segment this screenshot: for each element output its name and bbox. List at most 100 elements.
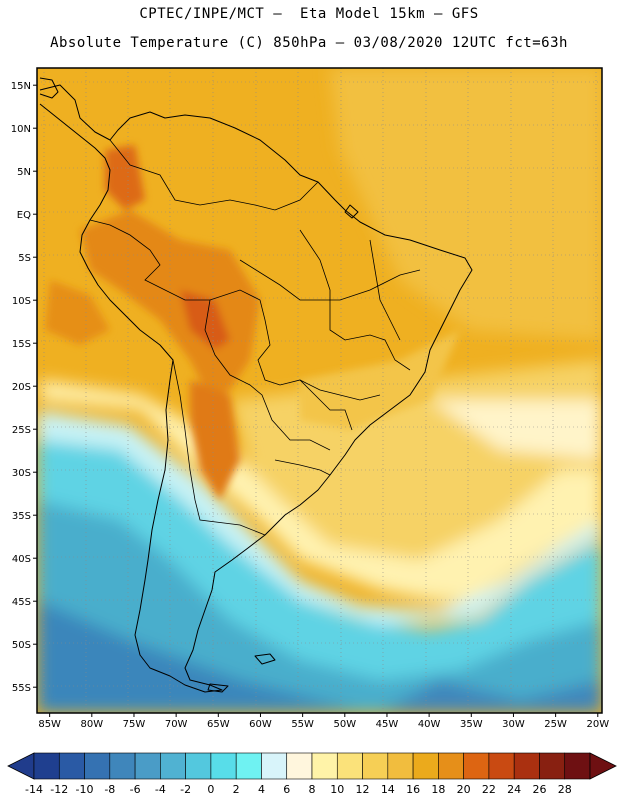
band-deep-blue-west bbox=[37, 600, 360, 713]
temperature-field bbox=[37, 68, 602, 713]
lat-tick-label: 10N bbox=[11, 124, 31, 135]
colorbar-label: 4 bbox=[258, 783, 265, 796]
warm-bolivia bbox=[180, 290, 230, 350]
lat-tick-label: 10S bbox=[12, 296, 31, 307]
lat-tick-label: 30S bbox=[12, 468, 31, 479]
band-deep-blue-east bbox=[380, 680, 602, 713]
colorbar-label: 16 bbox=[406, 783, 420, 796]
lat-tick-label: 50S bbox=[12, 640, 31, 651]
colorbar-swatch bbox=[362, 752, 389, 780]
colorbar-swatch bbox=[539, 752, 566, 780]
lon-tick-label: 40W bbox=[418, 719, 441, 730]
border-andes bbox=[172, 359, 266, 536]
colorbar-label: -8 bbox=[104, 783, 115, 796]
lat-tick-label: 5S bbox=[18, 253, 31, 264]
lon-tick-label: 55W bbox=[291, 719, 314, 730]
lon-tick-label: 50W bbox=[333, 719, 356, 730]
warm-chaco bbox=[190, 380, 240, 500]
colorbar-label: 12 bbox=[356, 783, 370, 796]
border-uruguay bbox=[274, 459, 331, 476]
colorbar-swatch bbox=[235, 752, 262, 780]
colorbar-label: 26 bbox=[532, 783, 546, 796]
colorbar-swatch bbox=[463, 752, 490, 780]
south-america-coast bbox=[39, 84, 473, 693]
lat-tick-label: 40S bbox=[12, 554, 31, 565]
colorbar-swatch bbox=[564, 752, 591, 780]
colorbar-label: 14 bbox=[381, 783, 395, 796]
colorbar-swatch bbox=[109, 752, 136, 780]
lon-tick-label: 70W bbox=[165, 719, 188, 730]
colorbar-swatch bbox=[33, 752, 60, 780]
lat-tick-label: 15S bbox=[12, 339, 31, 350]
colorbar-swatch bbox=[134, 752, 161, 780]
map-frame bbox=[36, 67, 603, 714]
lat-tick-label: 5N bbox=[17, 167, 31, 178]
lon-tick-label: 80W bbox=[81, 719, 104, 730]
colorbar-label: 0 bbox=[207, 783, 214, 796]
colorbar-label: 2 bbox=[233, 783, 240, 796]
colorbar-swatch bbox=[160, 752, 186, 780]
cool-southeast bbox=[300, 330, 460, 430]
colorbar-label: 28 bbox=[558, 783, 572, 796]
tierra-del-fuego bbox=[207, 683, 229, 693]
band-ne-light bbox=[330, 68, 602, 340]
band-pale-cyan bbox=[37, 410, 602, 625]
lat-tick-label: 35S bbox=[12, 511, 31, 522]
colorbar-label: -4 bbox=[155, 783, 166, 796]
colorbar-label: -10 bbox=[76, 783, 94, 796]
lon-tick-label: 25W bbox=[544, 719, 567, 730]
lon-tick-label: 35W bbox=[460, 719, 483, 730]
field-bands bbox=[37, 68, 602, 713]
colorbar-label: -14 bbox=[25, 783, 43, 796]
colorbar-swatch bbox=[58, 752, 85, 780]
warm-pacific bbox=[45, 280, 110, 345]
border-states-1 bbox=[299, 229, 411, 371]
border-paraguay bbox=[204, 299, 331, 451]
colorbar-label: 8 bbox=[309, 783, 316, 796]
lon-tick-label: 45W bbox=[376, 719, 399, 730]
country-borders bbox=[89, 139, 421, 536]
colorbar-label: -2 bbox=[180, 783, 191, 796]
longitude-axis: 85W 80W 75W 70W 65W 60W 55W 50W 45W 40W 35W 30W 25W 2… bbox=[38, 713, 609, 730]
latitude-axis: 15N 10N 5N EQ 5S 10S 15S 20S 25S 30S 35S 40S 45S 50S 5… bbox=[11, 81, 37, 694]
colorbar-label: 6 bbox=[283, 783, 290, 796]
colorbar-arrow-right bbox=[589, 752, 617, 780]
colorbar-swatch bbox=[412, 752, 439, 780]
colorbar-swatch bbox=[261, 752, 288, 780]
colorbar-label: 20 bbox=[457, 783, 471, 796]
lon-tick-label: 65W bbox=[207, 719, 230, 730]
border-states-4 bbox=[299, 379, 381, 401]
border-north bbox=[109, 139, 319, 211]
colorbar-label: -12 bbox=[50, 783, 68, 796]
colorbar-swatch bbox=[311, 752, 338, 780]
chart-title-line1: CPTEC/INPE/MCT – Eta Model 15km – GFS bbox=[139, 6, 479, 22]
central-america-coast bbox=[39, 77, 59, 99]
chart-title-line2: Absolute Temperature (C) 850hPa – 03/08/… bbox=[50, 35, 568, 51]
border-brazil-west bbox=[89, 219, 353, 431]
marajo-island bbox=[344, 204, 359, 219]
lon-tick-label: 30W bbox=[502, 719, 525, 730]
colorbar-swatch bbox=[286, 752, 313, 780]
lat-tick-label: 20S bbox=[12, 382, 31, 393]
colorbar-swatch bbox=[185, 752, 212, 780]
lat-tick-label: 25S bbox=[12, 425, 31, 436]
colorbar-swatch bbox=[513, 752, 540, 780]
band-cream bbox=[40, 380, 602, 600]
lat-tick-label: 45S bbox=[12, 597, 31, 608]
lon-tick-label: 20W bbox=[586, 719, 609, 730]
lat-tick-label: 55S bbox=[12, 683, 31, 694]
warm-colombia bbox=[105, 145, 145, 210]
colorbar-label: 10 bbox=[330, 783, 344, 796]
band-cream-east bbox=[430, 400, 602, 460]
colorbar-swatch bbox=[438, 752, 464, 780]
colorbar-swatch bbox=[84, 752, 111, 780]
colorbar-label: 24 bbox=[507, 783, 521, 796]
border-states-2 bbox=[239, 259, 421, 301]
lat-tick-label: EQ bbox=[17, 210, 31, 221]
colorbar-label: -6 bbox=[130, 783, 141, 796]
colorbar-swatch bbox=[210, 752, 237, 780]
colorbar-swatch bbox=[488, 752, 515, 780]
colorbar-arrow-left bbox=[7, 752, 35, 780]
lon-tick-label: 75W bbox=[123, 719, 146, 730]
